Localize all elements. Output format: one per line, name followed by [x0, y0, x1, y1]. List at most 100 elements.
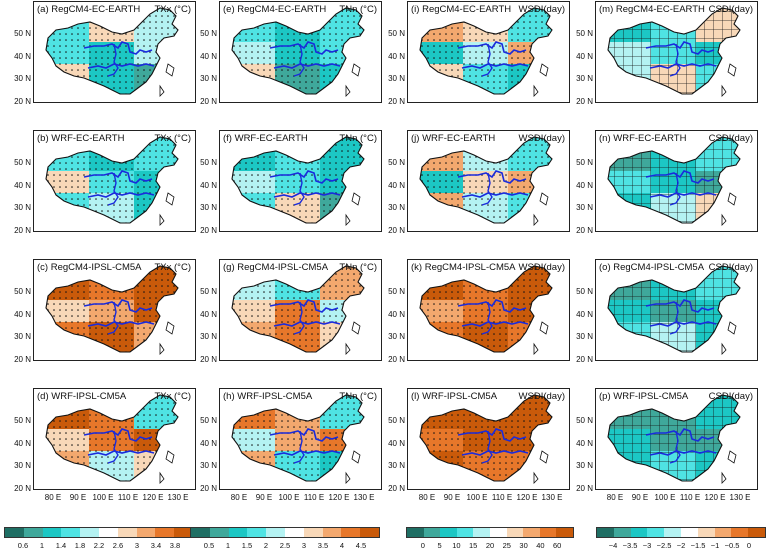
- map-graphic: [45, 7, 179, 97]
- colorbar-tick-label: 1: [225, 541, 231, 550]
- lat-tick-label: 20 N: [388, 483, 405, 493]
- lon-tick-label: 120 E: [328, 493, 350, 502]
- lat-tick-label: 30 N: [14, 332, 31, 341]
- colorbar-swatch: [697, 528, 715, 537]
- colorbar-tick-label: 3.8: [169, 541, 181, 550]
- lon-tick-label: 90 E: [631, 493, 649, 502]
- colorbar-tick-label: 4.5: [355, 541, 367, 550]
- lat-tick-label: 20 N: [200, 96, 217, 106]
- colorbar-swatch: [664, 528, 681, 537]
- colorbar-swatch: [647, 528, 665, 537]
- lat-tick-label: 40 N: [576, 438, 593, 448]
- map-panel: (a) RegCM4-EC-EARTH TXx (°C): [33, 1, 196, 103]
- map-panel: (j) WRF-EC-EARTH WSDI(day): [407, 130, 570, 232]
- panel-title: (k) RegCM4-IPSL-CM5A: [411, 262, 516, 273]
- lat-tick-label: 30 N: [576, 461, 593, 470]
- lon-tick-label: 100 E: [92, 493, 114, 502]
- colorbar-tick-label: 3.4: [150, 541, 162, 550]
- lon-tick-label: 130 E: [353, 493, 375, 502]
- panel-variable: CSDI(day): [708, 391, 753, 402]
- colorbar-tick-label: 30: [519, 541, 528, 550]
- map-graphic: [419, 394, 553, 484]
- lat-tick-label: 20 N: [14, 354, 31, 364]
- panel-variable: TXx (°C): [154, 391, 191, 402]
- panel-title: (i) RegCM4-EC-EARTH: [411, 4, 512, 15]
- panel-title: (c) RegCM4-IPSL-CM5A: [37, 262, 142, 273]
- lat-tick-label: 50 N: [200, 158, 217, 167]
- lon-tick-label: 100 E: [278, 493, 300, 502]
- lat-tick-label: 20 N: [388, 354, 405, 364]
- colorbar-tick-label: 60: [553, 541, 562, 550]
- panel-title: (a) RegCM4-EC-EARTH: [37, 4, 141, 15]
- lon-tick-label: 100 E: [654, 493, 676, 502]
- map-graphic: [45, 394, 179, 484]
- lat-tick-label: 50 N: [576, 29, 593, 38]
- panel-variable: TNn (°C): [339, 133, 377, 144]
- lat-tick-label: 30 N: [14, 74, 31, 83]
- lat-tick-label: 40 N: [200, 180, 217, 190]
- colorbar-swatch: [61, 528, 81, 537]
- lat-tick-label: 30 N: [14, 461, 31, 470]
- lat-tick-label: 40 N: [576, 180, 593, 190]
- map-panel: (m) RegCM4-EC-EARTH CSDI(day): [595, 1, 758, 103]
- lon-tick-label: 80 E: [230, 493, 248, 502]
- colorbar-swatch: [191, 528, 210, 537]
- lat-tick-label: 30 N: [576, 332, 593, 341]
- lat-tick-label: 30 N: [388, 203, 405, 212]
- colorbar-tick-label: 3.5: [317, 541, 329, 550]
- lat-tick-label: 30 N: [576, 203, 593, 212]
- colorbar: [406, 527, 574, 538]
- panel-variable: TNn (°C): [339, 4, 377, 15]
- colorbar-swatch: [266, 528, 285, 537]
- map-graphic: [231, 136, 365, 226]
- panel-title: (o) RegCM4-IPSL-CM5A: [599, 262, 705, 273]
- panel-title: (l) WRF-IPSL-CM5A: [411, 391, 498, 402]
- lat-tick-label: 30 N: [200, 332, 217, 341]
- map-panel: (f) WRF-EC-EARTH TNn (°C): [219, 130, 382, 232]
- colorbar-swatch: [630, 528, 648, 537]
- colorbar-tick-label: 1.5: [241, 541, 253, 550]
- colorbar-tick-label: 15: [469, 541, 478, 550]
- lat-tick-label: 20 N: [200, 483, 217, 493]
- colorbar-tick-label: −1: [710, 541, 720, 550]
- colorbar-swatch: [556, 528, 573, 537]
- panel-title: (e) RegCM4-EC-EARTH: [223, 4, 327, 15]
- lat-tick-label: 40 N: [14, 438, 31, 448]
- lat-tick-label: 20 N: [576, 96, 593, 106]
- map-graphic: [231, 7, 365, 97]
- colorbar-swatch: [523, 528, 540, 537]
- map-graphic: [607, 394, 741, 484]
- colorbar-tick-label: 2.5: [279, 541, 291, 550]
- colorbar-swatch: [42, 528, 62, 537]
- colorbar-tick-label: −0.5: [724, 541, 740, 550]
- lat-tick-label: 20 N: [388, 96, 405, 106]
- lat-tick-label: 50 N: [200, 29, 217, 38]
- lon-tick-label: 110 E: [303, 493, 325, 502]
- lon-tick-label: 120 E: [704, 493, 726, 502]
- colorbar-tick-label: 1: [39, 541, 45, 550]
- panel-title: (f) WRF-EC-EARTH: [223, 133, 308, 144]
- lat-tick-label: 20 N: [14, 483, 31, 493]
- panel-title: (p) WRF-IPSL-CM5A: [599, 391, 689, 402]
- map-graphic: [607, 7, 741, 97]
- colorbar-swatch: [98, 528, 118, 537]
- colorbar-swatch: [731, 528, 749, 537]
- colorbar-swatch: [407, 528, 424, 537]
- colorbar-swatch: [247, 528, 267, 537]
- lon-tick-label: 90 E: [255, 493, 273, 502]
- map-graphic: [231, 394, 365, 484]
- colorbar-swatch: [284, 528, 304, 537]
- lat-tick-label: 40 N: [576, 51, 593, 61]
- colorbar-swatch: [489, 528, 507, 537]
- colorbar-swatch: [174, 528, 193, 537]
- map-graphic: [607, 265, 741, 355]
- colorbar-swatch: [597, 528, 614, 537]
- lat-tick-label: 20 N: [576, 225, 593, 235]
- lon-tick-label: 110 E: [679, 493, 701, 502]
- lat-tick-label: 20 N: [14, 225, 31, 235]
- lat-tick-label: 20 N: [388, 225, 405, 235]
- lon-tick-label: 130 E: [541, 493, 563, 502]
- lat-tick-label: 30 N: [200, 74, 217, 83]
- colorbar-swatch: [5, 528, 24, 537]
- panel-title: (m) RegCM4-EC-EARTH: [599, 4, 705, 15]
